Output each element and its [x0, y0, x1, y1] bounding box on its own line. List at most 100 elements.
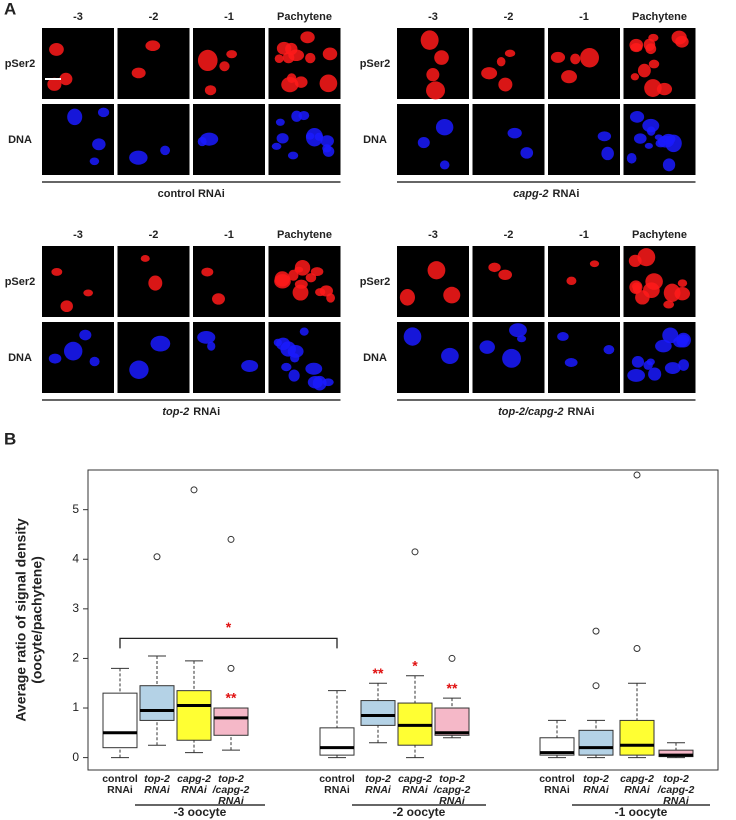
nucleus — [67, 108, 83, 126]
nucleus — [417, 137, 430, 149]
x-tick-label: /capg-2 — [433, 784, 471, 796]
x-tick-label: RNAi — [544, 784, 570, 796]
nucleus — [197, 49, 218, 72]
x-tick-label: capg-2 — [398, 773, 432, 785]
group-label: -1 oocyte — [615, 805, 668, 819]
x-tick-label: RNAi — [663, 795, 690, 807]
significance: ** — [373, 665, 384, 681]
x-tick-label: capg-2 — [177, 773, 211, 785]
nucleus — [288, 369, 300, 382]
micrograph — [193, 246, 265, 317]
column-label: -2 — [149, 229, 159, 241]
nucleus — [629, 111, 645, 123]
group-label: -3 oocyte — [174, 805, 227, 819]
caption-part: capg-2 — [513, 188, 548, 200]
x-tick-label: control — [539, 773, 575, 785]
nucleus — [212, 293, 225, 305]
row-label: DNA — [8, 134, 32, 146]
x-tick-label: top-2 — [663, 773, 689, 785]
nucleus — [509, 323, 527, 338]
nucleus — [435, 119, 454, 136]
box — [102, 692, 138, 749]
nucleus — [557, 332, 569, 341]
x-tick-label: RNAi — [218, 795, 245, 807]
nucleus — [145, 40, 161, 51]
column-label: -3 — [73, 11, 83, 23]
nucleus — [597, 131, 612, 142]
x-tick-label: RNAi — [402, 784, 429, 796]
nucleus — [498, 269, 513, 280]
caption-part: top-2/capg-2 — [498, 406, 563, 418]
nucleus — [627, 368, 646, 382]
x-tick-label: /capg-2 — [657, 784, 695, 796]
column-label: Pachytene — [277, 11, 332, 23]
micrograph — [117, 322, 190, 393]
column-label: -2 — [149, 11, 159, 23]
nucleus — [322, 378, 334, 387]
nucleus — [663, 300, 675, 309]
nucleus — [219, 61, 230, 72]
nucleus — [148, 275, 163, 291]
nucleus — [129, 150, 148, 165]
column-label: -3 — [428, 11, 438, 23]
column-label: -3 — [73, 229, 83, 241]
nucleus — [271, 142, 282, 150]
group-label: -2 oocyte — [393, 805, 446, 819]
nucleus — [47, 77, 62, 91]
nucleus — [644, 79, 662, 97]
micrograph — [117, 104, 190, 175]
box — [539, 737, 575, 756]
nucleus — [150, 335, 171, 352]
nucleus — [648, 367, 662, 381]
caption-part: RNAi — [553, 188, 580, 200]
nucleus — [83, 289, 94, 297]
row-label: DNA — [8, 352, 32, 364]
y-tick-label: 3 — [72, 601, 79, 615]
nucleus — [671, 30, 687, 45]
nucleus — [443, 286, 461, 304]
row-label: DNA — [363, 352, 387, 364]
nucleus — [97, 107, 110, 118]
nucleus — [200, 132, 219, 146]
nucleus — [274, 271, 290, 287]
nucleus — [292, 284, 309, 301]
micrograph — [117, 28, 190, 99]
nucleus — [662, 327, 679, 344]
nucleus — [441, 347, 459, 365]
x-tick-label: RNAi — [324, 784, 350, 796]
y-tick-label: 5 — [72, 502, 79, 516]
caption-part: RNAi — [568, 406, 595, 418]
outlier — [190, 486, 198, 494]
box — [319, 727, 355, 756]
caption: top-2/capg-2 RNAi — [498, 406, 594, 418]
nucleus — [160, 145, 171, 156]
nucleus — [426, 81, 446, 100]
nucleus — [520, 147, 534, 159]
nucleus — [399, 289, 415, 306]
outlier — [227, 535, 235, 543]
nucleus — [280, 341, 296, 357]
nucleus — [320, 135, 334, 147]
row-label: pSer2 — [5, 58, 36, 70]
y-tick-label: 1 — [72, 700, 79, 714]
nucleus — [226, 50, 238, 59]
nucleus — [502, 348, 521, 368]
nucleus — [439, 160, 450, 170]
nucleus — [305, 362, 323, 375]
nucleus — [676, 332, 691, 348]
nucleus — [291, 110, 302, 122]
x-tick-label: RNAi — [439, 795, 466, 807]
bracket — [119, 637, 338, 649]
nucleus — [305, 273, 317, 283]
nucleus — [89, 157, 100, 166]
x-tick-label: RNAi — [107, 784, 133, 796]
outlier — [592, 627, 600, 635]
x-tick-label: top-2 — [144, 773, 170, 785]
nucleus — [140, 255, 150, 262]
nucleus — [642, 118, 660, 133]
nucleus — [129, 360, 149, 379]
caption-part: control RNAi — [158, 188, 225, 200]
nucleus — [322, 144, 332, 153]
nucleus — [516, 335, 527, 343]
